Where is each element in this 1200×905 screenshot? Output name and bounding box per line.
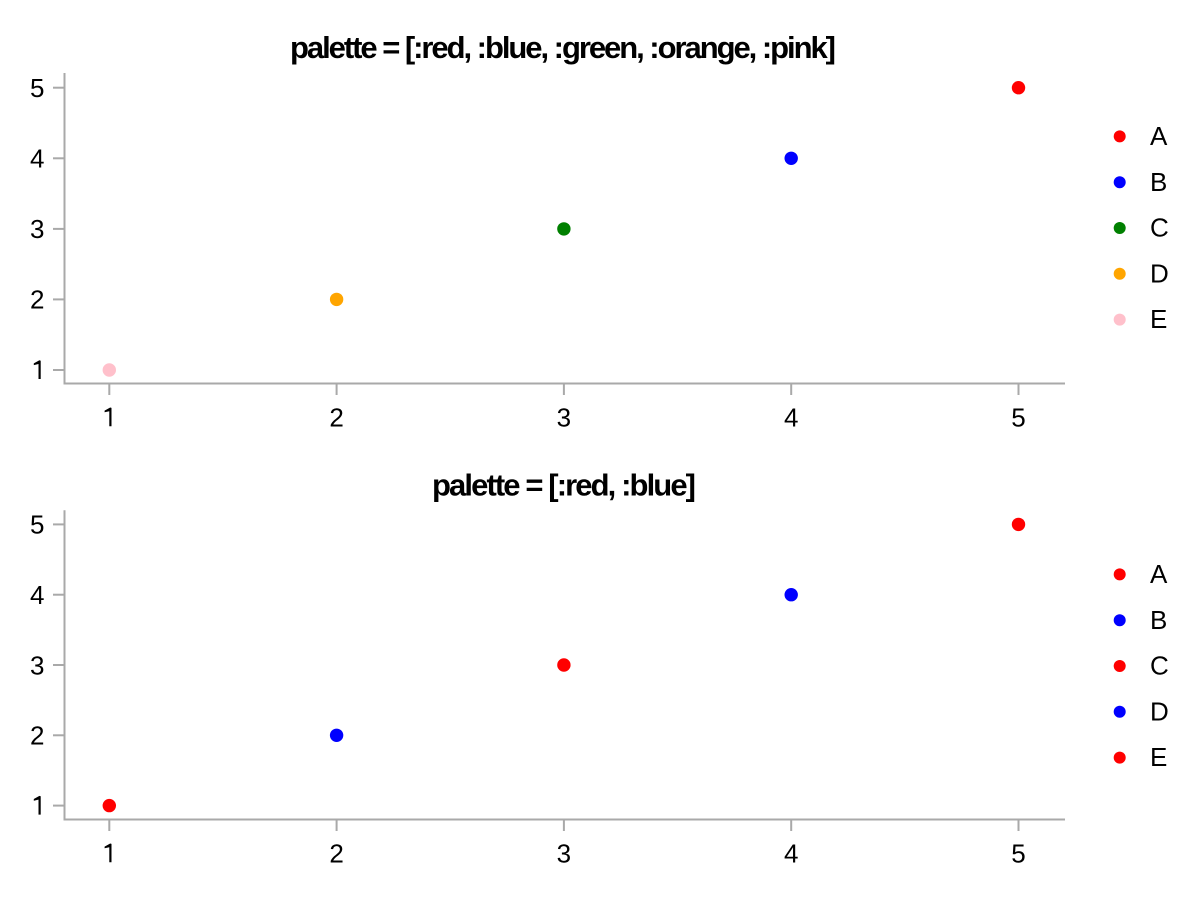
svg-text:4: 4	[784, 838, 798, 868]
svg-text:palette = [:red, :blue, :green: palette = [:red, :blue, :green, :orange,…	[290, 30, 836, 65]
svg-text:5: 5	[1011, 402, 1025, 432]
svg-text:D: D	[1150, 258, 1169, 288]
svg-text:A: A	[1150, 121, 1168, 151]
svg-text:5: 5	[30, 510, 44, 540]
svg-text:2: 2	[329, 838, 343, 868]
svg-text:3: 3	[557, 838, 571, 868]
svg-text:2: 2	[30, 285, 44, 315]
svg-text:E: E	[1150, 742, 1167, 772]
svg-text:E: E	[1150, 304, 1167, 334]
svg-text:5: 5	[1011, 838, 1025, 868]
svg-text:4: 4	[784, 402, 798, 432]
svg-text:B: B	[1150, 605, 1167, 635]
svg-text:D: D	[1150, 696, 1169, 726]
svg-text:3: 3	[557, 402, 571, 432]
svg-text:5: 5	[30, 73, 44, 103]
svg-text:4: 4	[30, 144, 44, 174]
svg-text:C: C	[1150, 651, 1169, 681]
svg-text:A: A	[1150, 559, 1168, 589]
svg-text:4: 4	[30, 580, 44, 610]
svg-text:2: 2	[30, 721, 44, 751]
svg-text:B: B	[1150, 167, 1167, 197]
svg-text:2: 2	[329, 402, 343, 432]
svg-text:palette = [:red, :blue]: palette = [:red, :blue]	[432, 467, 696, 502]
svg-text:3: 3	[30, 650, 44, 680]
svg-text:C: C	[1150, 213, 1169, 243]
svg-text:3: 3	[30, 214, 44, 244]
